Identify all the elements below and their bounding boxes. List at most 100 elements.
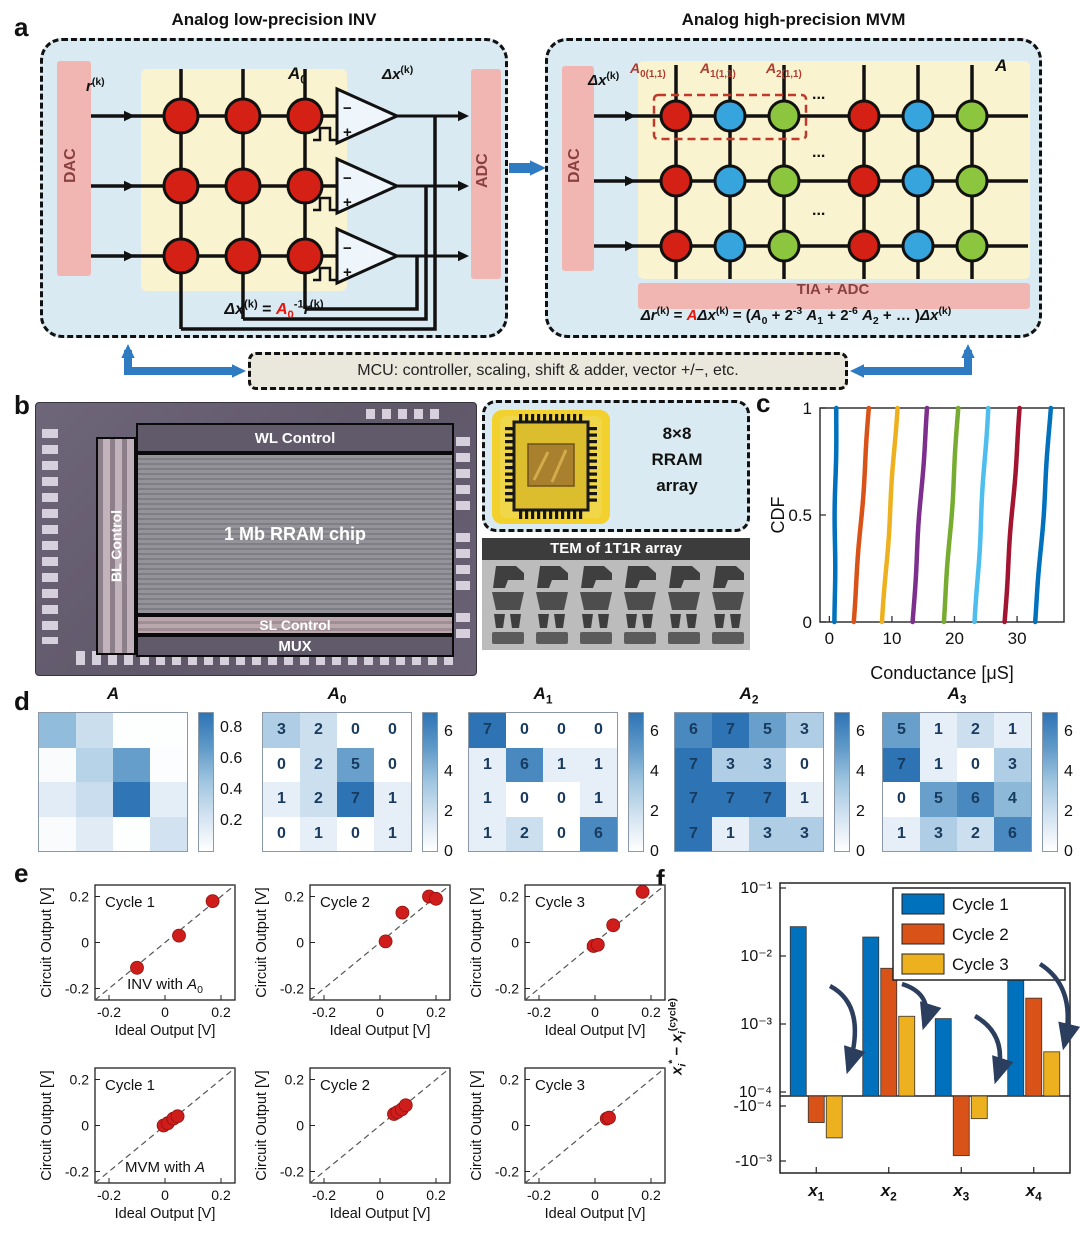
scatter-svg: -0.2 -0.2 0 0 0.2 0.2 Cycle 2 Ideal Output [V] C… [254, 1067, 451, 1222]
colorbar-tick-label: 0.8 [220, 718, 243, 736]
rich-token: − [668, 1042, 686, 1060]
package-pin [588, 498, 597, 502]
data-flow-arrows-svg [121, 160, 975, 378]
wl-control-block: WL Control [136, 423, 454, 453]
rich-token: + 2 [823, 307, 849, 324]
colorbar-tick-label: 0 [650, 843, 659, 860]
tem-structure [598, 614, 609, 628]
rich-token: A [686, 307, 698, 324]
pulse-symbol-icon [313, 266, 337, 282]
rich-token: A [275, 301, 288, 318]
package-pin [519, 510, 523, 519]
rich-token: A [700, 60, 711, 76]
heatmap-cell [39, 747, 76, 782]
pulse-symbol-icon [313, 126, 337, 142]
tem-structure [492, 592, 524, 610]
heatmap-cell [76, 782, 113, 817]
colorbar-tick-label: 6 [444, 723, 453, 740]
rich-token: Δx [382, 66, 401, 83]
memristor-cell [847, 229, 881, 263]
heatmap-cell: 1 [469, 747, 506, 782]
y-tick-label: 0.2 [70, 889, 90, 905]
bar [825, 1095, 843, 1139]
rich-token: 0 [287, 309, 294, 322]
scatter-plot: -0.2 -0.2 0 0 0.2 0.2 Cycle 3 Ideal Output [V] C… [465, 863, 677, 1047]
output-vector-label: Δx(k) [382, 65, 413, 83]
heatmap-cell [39, 782, 76, 817]
heatmap-cell: 4 [994, 782, 1031, 817]
rich-token: A [195, 1159, 206, 1176]
colorbar [198, 712, 214, 852]
scatter-plot: -0.2 -0.2 0 0 0.2 0.2 Cycle 1 Ideal Output [V] C… [35, 1046, 247, 1230]
rich-token: 0(1,1) [640, 68, 666, 80]
scatter-svg: -0.2 -0.2 0 0 0.2 0.2 Cycle 3 Ideal Output [V] C… [469, 1067, 666, 1222]
y-tick-label: 0 [511, 935, 519, 951]
legend-label: Cycle 1 [952, 895, 1009, 914]
data-point [395, 905, 410, 920]
rich-token: A [739, 684, 752, 703]
memristor-cell [162, 237, 200, 275]
y-tick-label: -0.2 [495, 1164, 519, 1180]
y-tick-label: -0.2 [65, 981, 89, 997]
memristor-cell [847, 164, 881, 198]
memristor-cell [847, 99, 881, 133]
x-tick-label: 0.2 [426, 1004, 446, 1020]
memristor-cell [901, 99, 935, 133]
tia-adc-bar [638, 283, 1030, 309]
bar [952, 1095, 970, 1157]
bar [934, 1018, 952, 1097]
link-arrowhead-icon [232, 364, 246, 378]
rich-token: (k) [309, 298, 324, 311]
package-pin [549, 510, 553, 519]
package-pin [505, 466, 514, 470]
data-point [398, 1098, 413, 1113]
data-point [635, 884, 650, 899]
cdf-curve-6 [972, 405, 991, 625]
mux-label: MUX [278, 637, 312, 655]
legend-label: Cycle 2 [952, 925, 1009, 944]
heatmap-cell: 1 [712, 816, 749, 851]
bond-pads [456, 437, 470, 517]
feedback-wire [305, 256, 419, 311]
rich-token: (k) [91, 76, 105, 88]
tem-structure [581, 566, 612, 588]
colorbar-tick-label: 0 [1064, 843, 1073, 860]
heatmap-cell: 0 [263, 747, 300, 782]
y-tick-label: 0.2 [285, 889, 305, 905]
rram-core-label: 1 Mb RRAM chip [224, 523, 366, 544]
rich-token: 2 [872, 315, 879, 327]
heatmap-cell [113, 782, 150, 817]
matrix-a0-label: A0 [288, 64, 307, 85]
heatmap-cell: 5 [920, 782, 957, 817]
input-arrowhead-icon [124, 180, 135, 192]
package-pin [567, 510, 571, 519]
data-point [378, 934, 393, 949]
package-pin [588, 492, 597, 496]
input-arrowhead-icon [625, 110, 636, 122]
heatmap-cell: 1 [374, 782, 411, 817]
memristor-cell [713, 229, 747, 263]
x-tick-label: 0 [825, 629, 834, 648]
heatmap-cell [113, 747, 150, 782]
rich-token: MVM with [124, 1159, 195, 1176]
heatmap-cell: 0 [337, 816, 374, 851]
panel-a-letter: a [14, 12, 29, 42]
input-arrowhead-icon [625, 240, 636, 252]
heatmap-title: A3 [882, 684, 1032, 705]
package-pin [573, 414, 577, 423]
package-pin [525, 510, 529, 519]
matrix-a-label: A [995, 56, 1007, 76]
heatmap-cell: 7 [337, 782, 374, 817]
heatmap-cell: 7 [675, 782, 712, 817]
memristor-cell [659, 229, 693, 263]
y-tick-label: -10⁻⁴ [733, 1098, 772, 1115]
package-pin [588, 472, 597, 476]
package-pin [505, 485, 514, 489]
rich-token: 2 [890, 1189, 897, 1204]
y-tick-label: -0.2 [65, 1164, 89, 1180]
bond-pads [456, 533, 470, 593]
input-arrowhead-icon [124, 110, 135, 122]
tem-structure [536, 632, 568, 644]
cdf-curve-7 [1002, 405, 1022, 625]
